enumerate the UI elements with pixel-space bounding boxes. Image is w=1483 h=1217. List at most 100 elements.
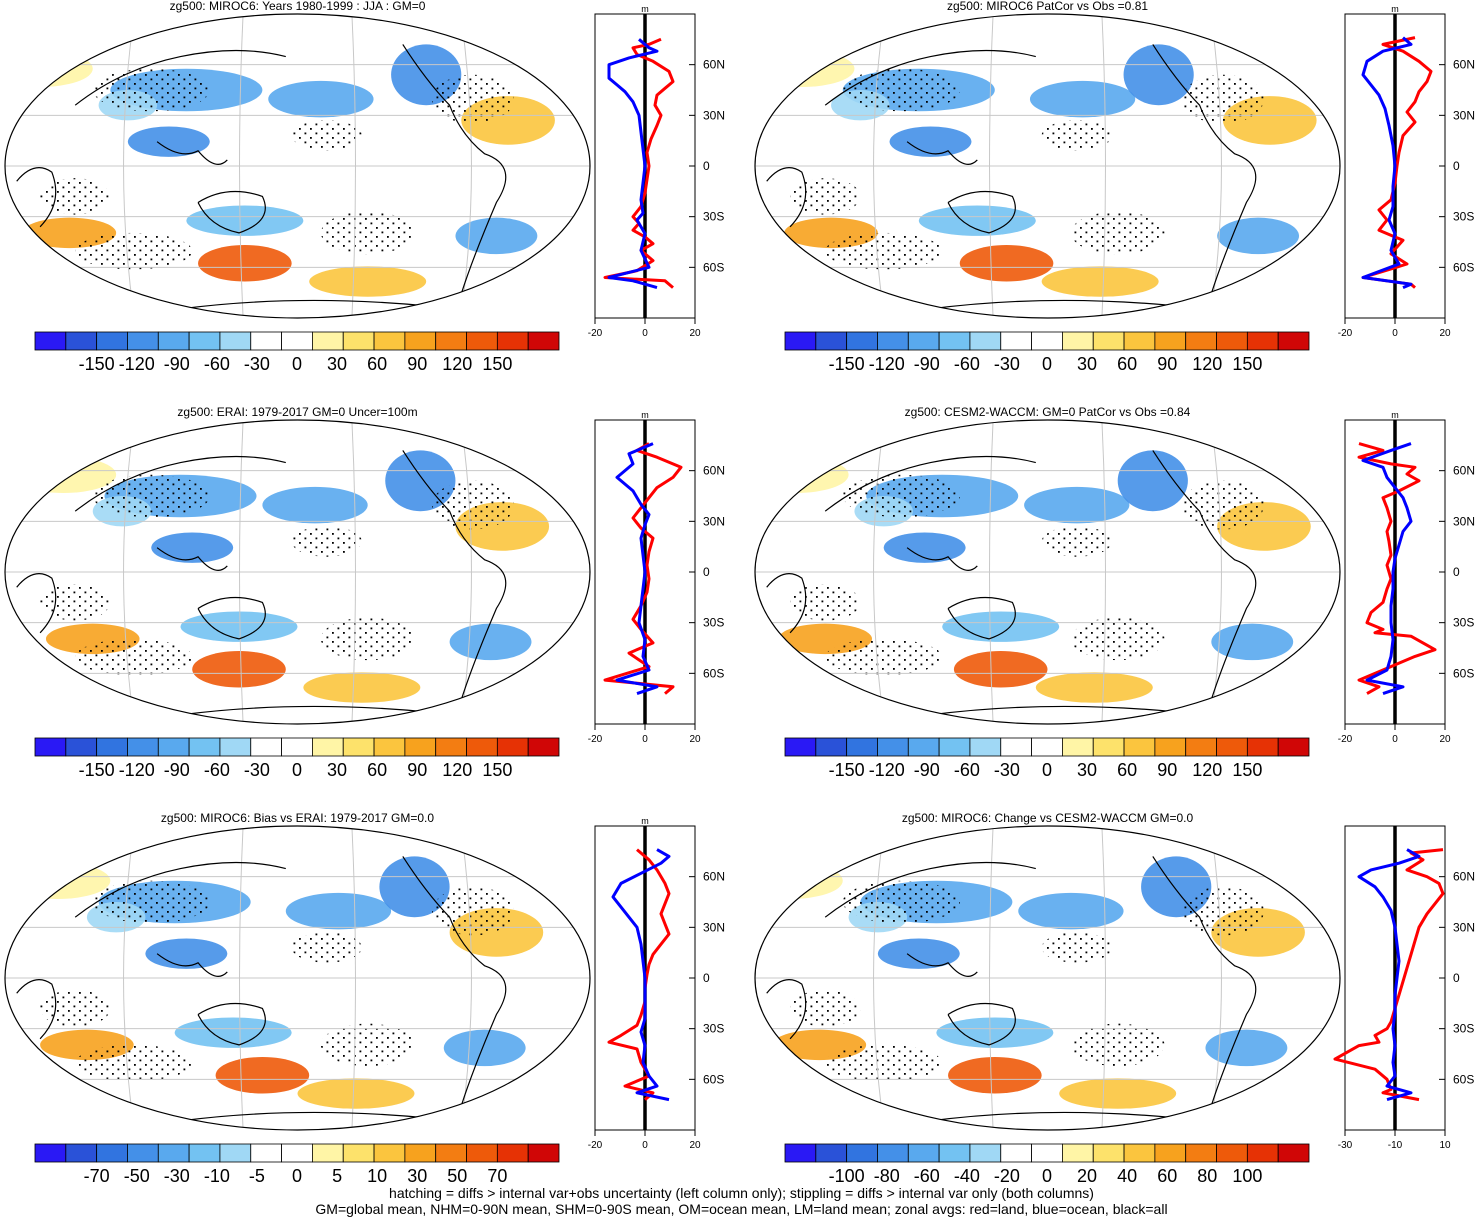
profile-lat-label: 0 <box>1453 159 1460 173</box>
colorbar-label: 30 <box>327 760 347 780</box>
profile-xtick-label: -20 <box>1338 734 1353 745</box>
map-outline <box>754 419 1341 725</box>
field-blob <box>262 486 368 524</box>
colorbar-label: 40 <box>1117 1166 1137 1186</box>
stipple-region <box>320 1023 415 1067</box>
profile-xtick-label: -20 <box>588 734 603 745</box>
colorbar-label: 60 <box>1157 1166 1177 1186</box>
colorbar-swatch <box>527 331 560 351</box>
colorbar-swatch <box>846 331 878 351</box>
colorbar-swatch <box>281 737 313 757</box>
profile-lat-label: 60S <box>703 260 724 274</box>
colorbar-swatch <box>342 737 375 757</box>
colorbar-label: 90 <box>1157 354 1177 374</box>
zonal-profile: m -20 0 20 60N 30N 0 30S 60S <box>588 816 725 1151</box>
colorbar-swatch <box>1246 737 1279 757</box>
field-blob <box>942 611 1060 642</box>
stipple-region <box>1070 1023 1165 1067</box>
colorbar-label: 150 <box>1232 354 1262 374</box>
field-blob <box>1217 217 1300 255</box>
graticule-meridian <box>873 14 885 318</box>
colorbar-label: -70 <box>84 1166 110 1186</box>
colorbar-swatch <box>1154 1143 1187 1163</box>
colorbar-label: 60 <box>1117 760 1137 780</box>
colorbar-swatch <box>466 1143 498 1163</box>
colorbar-label: -80 <box>874 1166 900 1186</box>
coastline <box>197 190 266 234</box>
colorbar-swatch <box>877 331 909 351</box>
colorbar-swatch <box>1185 737 1217 757</box>
colorbar-swatch <box>1031 1143 1063 1163</box>
colorbar-swatch <box>969 737 1002 757</box>
colorbar-label: -120 <box>119 354 155 374</box>
stipple-region <box>40 584 111 621</box>
profile-lat-label: 30N <box>1453 108 1475 122</box>
graticule-meridian <box>123 826 135 1130</box>
profile-xtick-label: 10 <box>1439 1140 1451 1151</box>
colorbar-label: 100 <box>1232 1166 1262 1186</box>
colorbar-swatch <box>527 1143 560 1163</box>
panel-1: zg500: MIROC6: Years 1980-1999 : JJA : G… <box>4 0 725 374</box>
profile-lat-label: 30N <box>1453 514 1475 528</box>
colorbar-swatch <box>435 1143 467 1163</box>
coastline <box>156 547 228 571</box>
profile-xtick-label: -10 <box>1388 1140 1403 1151</box>
field-blob <box>192 651 286 688</box>
colorbar-swatch <box>34 1143 67 1163</box>
coastline <box>180 299 427 310</box>
coastline <box>766 979 807 1040</box>
profile-lat-label: 30S <box>1453 616 1474 630</box>
field-blob <box>455 217 538 255</box>
colorbar-swatch <box>907 1143 940 1163</box>
stipple-region <box>40 178 111 215</box>
field-blob <box>1059 1078 1177 1109</box>
stipple-region <box>1041 526 1112 557</box>
colorbar-label: 90 <box>1157 760 1177 780</box>
stipple-region <box>790 178 861 215</box>
profile-lat-label: 30S <box>703 1022 724 1036</box>
colorbar-label: 0 <box>292 760 302 780</box>
colorbar-label: -5 <box>249 1166 265 1186</box>
coastline <box>156 953 228 977</box>
field-blob <box>1123 44 1194 106</box>
field-blob <box>127 126 210 157</box>
coastline <box>906 953 978 977</box>
stipple-region <box>825 232 943 270</box>
graticule-meridian <box>873 826 885 1130</box>
colorbar-swatch <box>1216 737 1248 757</box>
profile-line-ocean <box>1361 442 1413 696</box>
stipple-region <box>842 474 960 518</box>
colorbar-label: 60 <box>367 760 387 780</box>
colorbar-swatch <box>281 331 313 351</box>
coastline <box>402 450 507 700</box>
profile-line-ocean <box>615 442 659 696</box>
coastline <box>156 141 228 165</box>
field-blob <box>936 1017 1054 1048</box>
colorbar-label: 120 <box>1192 760 1222 780</box>
colorbar-swatch <box>1246 1143 1279 1163</box>
colorbar-swatch <box>1062 331 1094 351</box>
colorbar-label: -90 <box>914 760 940 780</box>
map-outline <box>4 825 591 1131</box>
coastline <box>906 547 978 571</box>
profile-lat-label: 30N <box>703 514 725 528</box>
profile-lat-label: 60N <box>703 464 725 478</box>
colorbar-label: 70 <box>487 1166 507 1186</box>
graticule-meridian <box>239 420 244 724</box>
zonal-profile: m -20 0 20 60N 30N 0 30S 60S <box>588 410 725 745</box>
colorbar-label: -30 <box>994 354 1020 374</box>
field-blob <box>151 532 234 563</box>
colorbar-label: 60 <box>367 354 387 374</box>
map-outline <box>754 825 1341 1131</box>
field-blob <box>449 623 532 661</box>
field-blob <box>877 938 960 969</box>
colorbar-swatch <box>96 737 128 757</box>
profile-unit: m <box>1391 4 1399 14</box>
coastline <box>1152 44 1257 294</box>
profile-lat-label: 30S <box>703 616 724 630</box>
colorbar-swatch <box>188 1143 221 1163</box>
colorbar-swatch <box>157 1143 190 1163</box>
coastline <box>197 596 266 640</box>
profile-xtick-label: 0 <box>1392 734 1398 745</box>
graticule-meridian <box>460 826 472 1130</box>
